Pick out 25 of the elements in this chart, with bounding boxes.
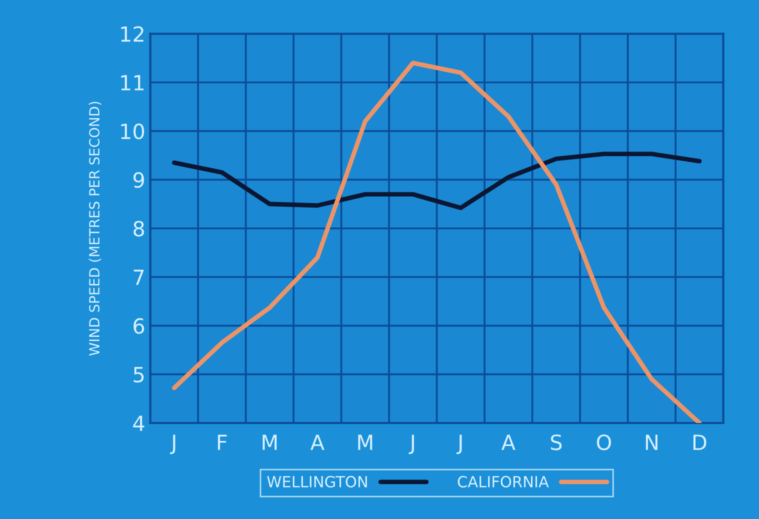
y-tick-label: 10 (121, 124, 144, 140)
x-tick-label: J (456, 434, 462, 454)
x-tick-label: F (218, 434, 227, 450)
y-tick-label: 8 (134, 220, 144, 237)
x-tick-label: A (310, 434, 324, 450)
y-tick-label: 5 (134, 367, 144, 383)
x-tick-label: J (170, 434, 176, 454)
line-series (172, 152, 702, 210)
x-tick-label: O (596, 434, 611, 450)
x-tick-label: S (550, 434, 562, 450)
y-tick-label: 9 (133, 172, 144, 188)
x-tick-label: J (408, 434, 414, 454)
legend-label: WELLINGTON (267, 476, 367, 488)
x-tick-label: N (646, 434, 658, 450)
legend-label: CALIFORNIA (458, 476, 549, 488)
y-tick-label: 12 (121, 26, 144, 42)
x-tick-label: M (262, 434, 277, 450)
y-tick-label: 7 (134, 270, 144, 285)
y-axis-title: WIND SPEED (METRES PER SECOND) (88, 102, 102, 356)
x-tick-label: M (358, 434, 372, 450)
x-tick-label: A (501, 434, 516, 450)
x-tick-label: D (693, 434, 706, 450)
y-tick-label: 11 (121, 75, 144, 90)
y-tick-label: 6 (134, 318, 144, 334)
y-tick-label: 4 (133, 416, 144, 431)
